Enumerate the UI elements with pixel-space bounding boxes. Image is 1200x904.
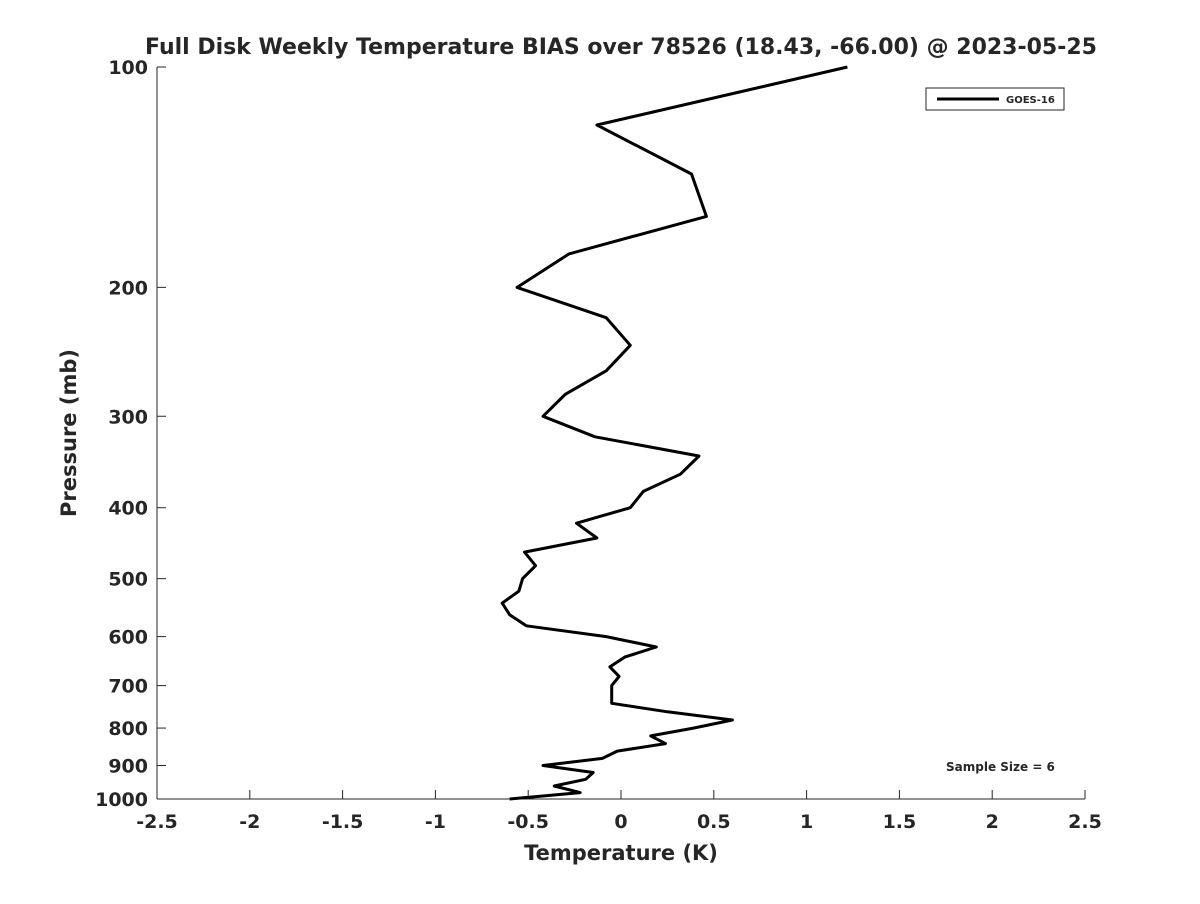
y-tick-label: 700 (108, 676, 148, 698)
y-tick-label: 100 (108, 57, 148, 79)
x-axis-label: Temperature (K) (524, 841, 718, 865)
chart-title: Full Disk Weekly Temperature BIAS over 7… (145, 35, 1097, 60)
y-tick-label: 200 (108, 277, 148, 299)
x-tick-label: 0 (614, 811, 627, 833)
x-tick-label: 1 (800, 811, 813, 833)
x-tick-label: -2.5 (136, 811, 178, 833)
x-tick-label: 2.5 (1068, 811, 1102, 833)
x-tick-label: 0.5 (697, 811, 731, 833)
x-tick-label: 1.5 (883, 811, 917, 833)
x-tick-label: -1 (425, 811, 446, 833)
legend-entry-goes-16: GOES-16 (1006, 95, 1055, 106)
legend: GOES-16 (925, 87, 1065, 111)
axes: -2.5 -2 -1.5 -1 -0.5 0 0.5 1 1.5 2 2.5 100 200 300 400… (95, 57, 1102, 833)
x-tick-label: 2 (986, 811, 999, 833)
sample-size-annotation: Sample Size = 6 (946, 760, 1055, 774)
y-tick-label: 900 (108, 756, 148, 778)
x-tick-label: -1.5 (322, 811, 364, 833)
x-tick-label: -2 (239, 811, 260, 833)
y-tick-label: 600 (108, 627, 148, 649)
y-tick-label: 500 (108, 569, 148, 591)
series-line-goes-16 (500, 65, 848, 801)
y-tick-label: 1000 (95, 789, 148, 811)
y-tick-label: 800 (108, 718, 148, 740)
y-tick-label: 300 (108, 406, 148, 428)
y-tick-label: 400 (108, 498, 148, 520)
x-tick-label: -0.5 (507, 811, 549, 833)
y-axis-label: Pressure (mb) (57, 349, 81, 517)
